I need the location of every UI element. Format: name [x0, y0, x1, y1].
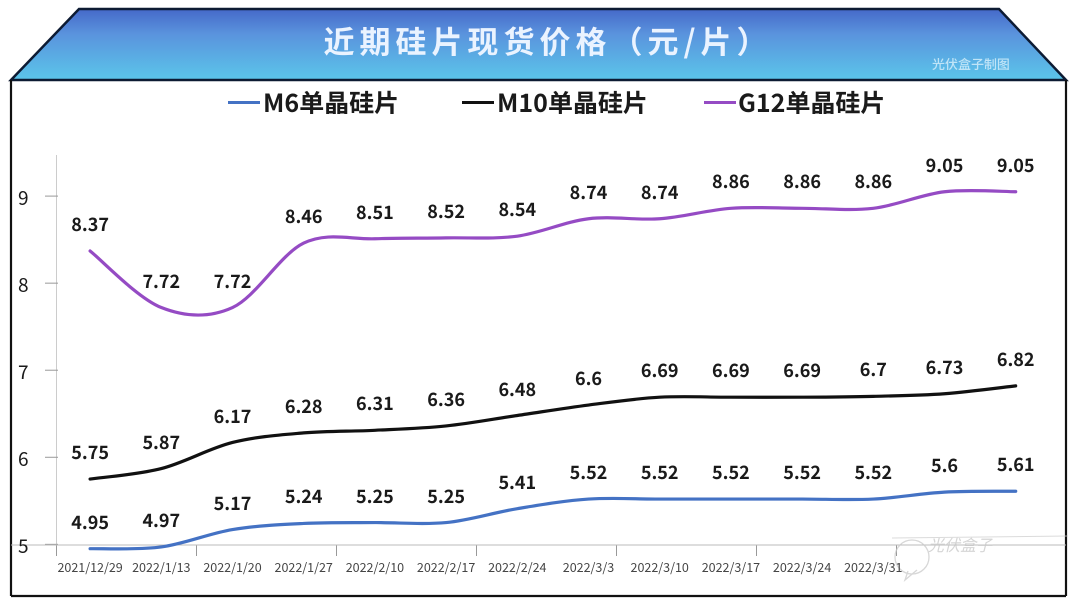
svg-text:光伏盒子: 光伏盒子 — [928, 532, 993, 556]
